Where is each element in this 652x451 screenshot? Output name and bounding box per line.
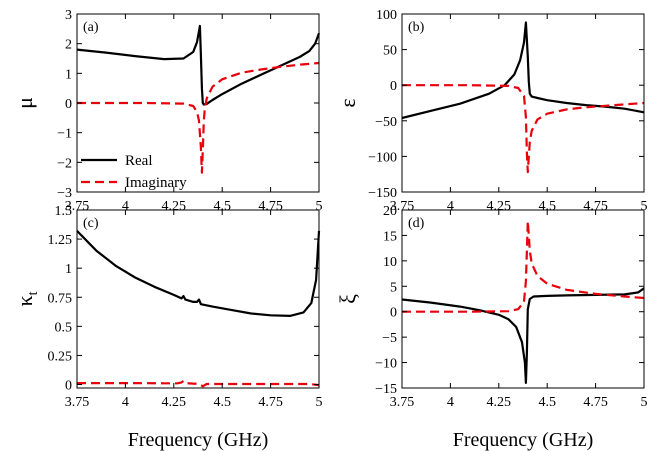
panel-3-ytick-label: 0.5 bbox=[55, 320, 73, 335]
panel-4-ytick-label: 15 bbox=[383, 229, 397, 244]
panel-3-xtick-label: 4.5 bbox=[213, 395, 231, 410]
panel-3-series-real bbox=[76, 230, 321, 317]
panel-2-ytick-label: 50 bbox=[383, 44, 397, 59]
panel-4-xtick-label: 4.75 bbox=[583, 395, 608, 410]
panel-1-ytick-label: 3 bbox=[65, 8, 72, 23]
panel-4-ylabel: ξ bbox=[335, 294, 360, 304]
panel-4-ytick-label: 5 bbox=[390, 280, 397, 295]
panel-3-ytick-label: 0.25 bbox=[48, 349, 73, 364]
panel-4-ytick-label: −5 bbox=[382, 331, 397, 346]
panel-1-ytick-label: −3 bbox=[57, 186, 72, 201]
legend-imaginary-label: Imaginary bbox=[125, 175, 187, 191]
panel-4: 3.75 4 4.25 4.5 4.75 5 −15 −10 −5 0 5 10 15 20 (d) ξ Fre… bbox=[335, 204, 648, 451]
panel-4-ytick-label: −10 bbox=[375, 357, 397, 372]
panel-2-ytick-label: 0 bbox=[390, 79, 397, 94]
panel-4-xtick-label: 4.5 bbox=[538, 395, 556, 410]
panel-1-ytick-label: 2 bbox=[65, 38, 72, 53]
panel-1-ytick-label: −1 bbox=[57, 127, 72, 142]
panel-4-series-imaginary bbox=[402, 220, 645, 313]
panel-4-ytick-label: −15 bbox=[375, 382, 397, 397]
panel-1-ytick-label: −2 bbox=[57, 156, 72, 171]
panel-2-series-real bbox=[401, 21, 645, 120]
panel-2-label: (b) bbox=[408, 20, 425, 35]
panel-3-ytick-label: 1 bbox=[65, 262, 72, 277]
panel-4-label: (d) bbox=[408, 216, 425, 231]
panel-3-ytick-label: 0.75 bbox=[48, 291, 73, 306]
panel-2-series-imaginary bbox=[402, 84, 645, 174]
panel-3-series-imaginary bbox=[77, 379, 320, 388]
panel-3-ylabel: κt bbox=[12, 291, 41, 306]
legend-real-label: Real bbox=[125, 153, 153, 169]
panel-3-ytick-label: 1.5 bbox=[55, 204, 73, 219]
panel-3-xtick-label: 3.75 bbox=[65, 395, 90, 410]
panel-2-frame bbox=[401, 13, 645, 193]
panel-1-series-imaginary bbox=[77, 61, 320, 174]
panel-1-ylabel: μ bbox=[12, 97, 37, 109]
panel-2-ytick-label: −150 bbox=[368, 186, 397, 201]
panel-1-xtick-label: 4 bbox=[122, 199, 129, 214]
panel-4-xtick-label: 5 bbox=[641, 395, 648, 410]
panel-3-xtick-label: 5 bbox=[316, 395, 323, 410]
legend: Real Imaginary bbox=[81, 153, 187, 191]
panel-1-xtick-label: 5 bbox=[316, 199, 323, 214]
panel-4-xtick-label: 3.75 bbox=[390, 395, 415, 410]
panel-1-ytick-label: 0 bbox=[65, 97, 72, 112]
panel-2-xtick-label: 5 bbox=[641, 199, 648, 214]
panel-2-ylabel: ε bbox=[335, 98, 360, 107]
panel-4-ytick-label: 0 bbox=[390, 306, 397, 321]
panel-3-xtick-label: 4.25 bbox=[162, 395, 187, 410]
panel-4-xtick-label: 4.25 bbox=[487, 395, 512, 410]
panel-3-label: (c) bbox=[83, 216, 99, 231]
panel-4-xlabel: Frequency (GHz) bbox=[453, 429, 594, 451]
panel-2-xtick-label: 4 bbox=[447, 199, 454, 214]
panel-3-xtick-label: 4.75 bbox=[258, 395, 283, 410]
panel-4-ytick-label: 20 bbox=[383, 204, 397, 219]
panel-1-ytick-label: 1 bbox=[65, 67, 72, 82]
panel-2-ytick-label: −50 bbox=[375, 115, 397, 130]
panel-4-frame bbox=[401, 209, 645, 389]
panel-1-series-real bbox=[76, 24, 321, 106]
panel-1-label: (a) bbox=[83, 20, 99, 35]
panel-3-ytick-label: 0 bbox=[65, 379, 72, 394]
panel-1: 3.75 4 4.25 4.5 4.75 5−3−2−10123(a)μRealImagi… bbox=[12, 8, 323, 214]
panel-3-xlabel: Frequency (GHz) bbox=[128, 429, 269, 451]
panel-4-xtick-label: 4 bbox=[447, 395, 454, 410]
panel-2-ytick-label: 100 bbox=[376, 8, 397, 23]
panel-4-ytick-label: 10 bbox=[383, 255, 397, 270]
panel-3-xtick-label: 4 bbox=[122, 395, 129, 410]
panel-3-frame bbox=[76, 209, 320, 389]
panel-4-series-real bbox=[401, 287, 645, 384]
panel-3-ytick-label: 1.25 bbox=[48, 233, 73, 248]
panel-3: 3.75 4 4.25 4.5 4.75 5 0 0.25 0.5 0.75 1 1.25 1.5 (c)… bbox=[12, 204, 323, 451]
panel-2-ytick-label: −100 bbox=[368, 150, 397, 165]
